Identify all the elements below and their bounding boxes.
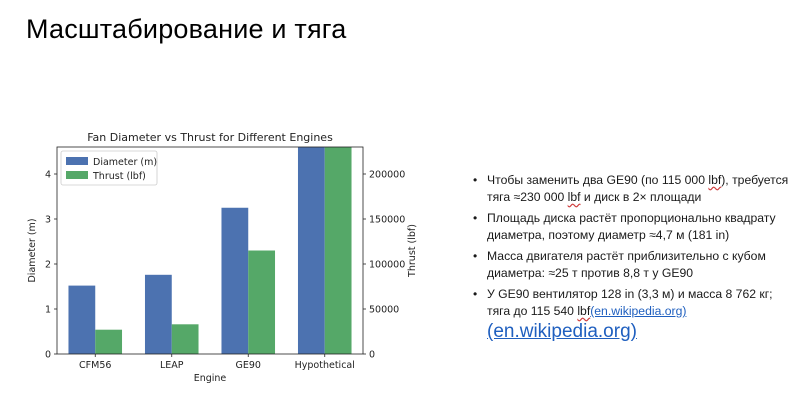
x-tick-label: CFM56: [79, 360, 111, 371]
bar-thrust-ge90: [248, 250, 276, 354]
bullet-text: lbf: [708, 173, 722, 187]
slide-title: Масштабирование и тяга: [26, 14, 347, 44]
bullet-text: Площадь диска растёт пропорционально ква…: [487, 211, 776, 242]
y-tick-label: 0: [45, 350, 51, 361]
y2-tick-label: 0: [369, 350, 375, 361]
bar-thrust-leap: [171, 324, 199, 354]
bar-thrust-cfm56: [95, 329, 123, 354]
fan-thrust-chart: Fan Diameter vs Thrust for Different Eng…: [20, 122, 420, 392]
x-tick-label: LEAP: [160, 360, 184, 371]
bullet-text: Масса двигателя растёт приблизительно с …: [487, 249, 766, 280]
x-axis-label: Engine: [194, 373, 227, 384]
bullet-dot-icon: •: [473, 173, 478, 187]
y-axis-label: Diameter (m): [27, 218, 38, 282]
x-tick-label: GE90: [236, 360, 261, 371]
bar-diameter-leap: [144, 274, 172, 354]
bullet-item: • Масса двигателя растёт приблизительно с…: [472, 248, 792, 282]
x-tick-label: Hypothetical: [295, 360, 355, 371]
bullet-text: lbf: [577, 304, 591, 318]
bullet-text: lbf: [567, 190, 581, 204]
chart-svg: Fan Diameter vs Thrust for Different Eng…: [27, 131, 418, 384]
bullet-text: Чтобы заменить два GE90 (по 115 000: [487, 173, 709, 187]
bullet-text: и диск в 2× площади: [580, 190, 702, 204]
source-link[interactable]: (en.wikipedia.org): [590, 304, 687, 318]
y-tick-label: 4: [45, 170, 51, 181]
y-tick-label: 2: [45, 260, 51, 271]
bar-diameter-hypothetical: [297, 147, 325, 354]
legend-swatch-0: [66, 157, 88, 165]
bullet-list: • Чтобы заменить два GE90 (по 115 000 lbf…: [472, 172, 792, 347]
bullet-dot-icon: •: [473, 249, 478, 263]
bullet-item: • Чтобы заменить два GE90 (по 115 000 lbf…: [472, 172, 792, 206]
bar-diameter-ge90: [221, 207, 249, 354]
legend-label: Diameter (m): [93, 157, 157, 168]
legend-swatch-1: [66, 171, 88, 179]
y2-axis-label: Thrust (lbf): [407, 224, 418, 278]
y-tick-label: 1: [45, 305, 51, 316]
y2-tick-label: 150000: [369, 215, 405, 226]
bullet-item: • Площадь диска растёт пропорционально кв…: [472, 210, 792, 244]
bullet-dot-icon: •: [473, 287, 478, 301]
legend-label: Thrust (lbf): [92, 171, 146, 182]
bullet-text: ), требуется тяга ≈230 000: [487, 173, 789, 204]
bullet-text: У GE90 вентилятор 128 in (3,3 м) и масса…: [487, 287, 773, 318]
chart-title: Fan Diameter vs Thrust for Different Eng…: [87, 131, 333, 144]
bullet-item: • У GE90 вентилятор 128 in (3,3 м) и масс…: [472, 286, 792, 343]
y2-tick-label: 100000: [369, 260, 405, 271]
y-tick-label: 3: [45, 215, 51, 226]
bar-diameter-cfm56: [68, 285, 96, 354]
source-link-large[interactable]: (en.wikipedia.org): [487, 321, 637, 342]
y2-tick-label: 200000: [369, 170, 405, 181]
y2-tick-label: 50000: [369, 305, 399, 316]
plot-frame: [56, 146, 364, 355]
bar-thrust-hypothetical: [324, 147, 352, 354]
bullet-dot-icon: •: [473, 211, 478, 225]
